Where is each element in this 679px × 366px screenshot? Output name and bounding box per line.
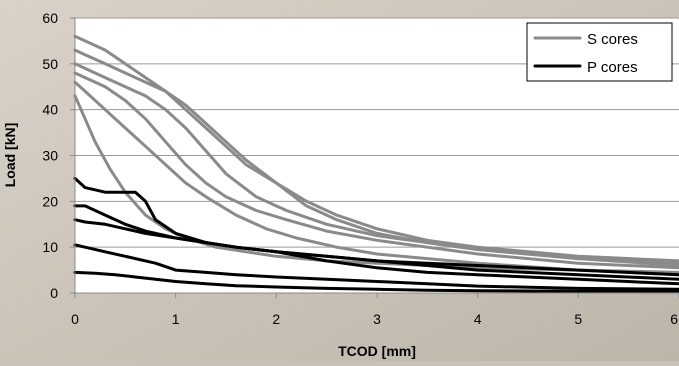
series-line-p-cores-8	[73, 218, 679, 286]
y-tick-label: 60	[42, 10, 58, 26]
y-tick-label: 0	[50, 285, 58, 301]
y-tick-labels: 0 10 20 30 40 50 60	[42, 10, 75, 301]
x-tick-label: 1	[172, 311, 180, 327]
x-tick-label: 3	[373, 311, 381, 327]
legend-label-s-cores: S cores	[587, 31, 638, 48]
x-tick-label: 4	[474, 311, 482, 327]
series-line-s-cores-4	[73, 80, 679, 277]
y-axis-label: Load [kN]	[2, 123, 18, 188]
legend-label-p-cores: P cores	[587, 59, 638, 76]
x-tick-label: 5	[574, 311, 582, 327]
x-tick-label: 0	[71, 311, 79, 327]
y-tick-label: 20	[42, 193, 58, 209]
legend-box	[526, 22, 673, 82]
series-line-p-cores-9	[73, 243, 679, 291]
series-line-s-cores-0	[73, 34, 679, 263]
x-tick-labels: 0 1 2 3 4 5 6	[71, 293, 679, 327]
series-layer	[73, 34, 679, 294]
x-tick-label: 2	[272, 311, 280, 327]
y-tick-label: 40	[42, 102, 58, 118]
series-line-p-cores-10	[73, 270, 679, 294]
y-tick-label: 50	[42, 56, 58, 72]
grid-lines	[75, 17, 679, 248]
x-tick-label: 6	[670, 311, 678, 327]
y-tick-label: 30	[42, 148, 58, 164]
series-line-s-cores-3	[73, 71, 679, 270]
y-tick-label: 10	[42, 239, 58, 255]
series-line-s-cores-2	[73, 62, 679, 267]
x-axis-label: TCOD [mm]	[338, 343, 416, 359]
legend: S cores P cores	[526, 22, 673, 82]
